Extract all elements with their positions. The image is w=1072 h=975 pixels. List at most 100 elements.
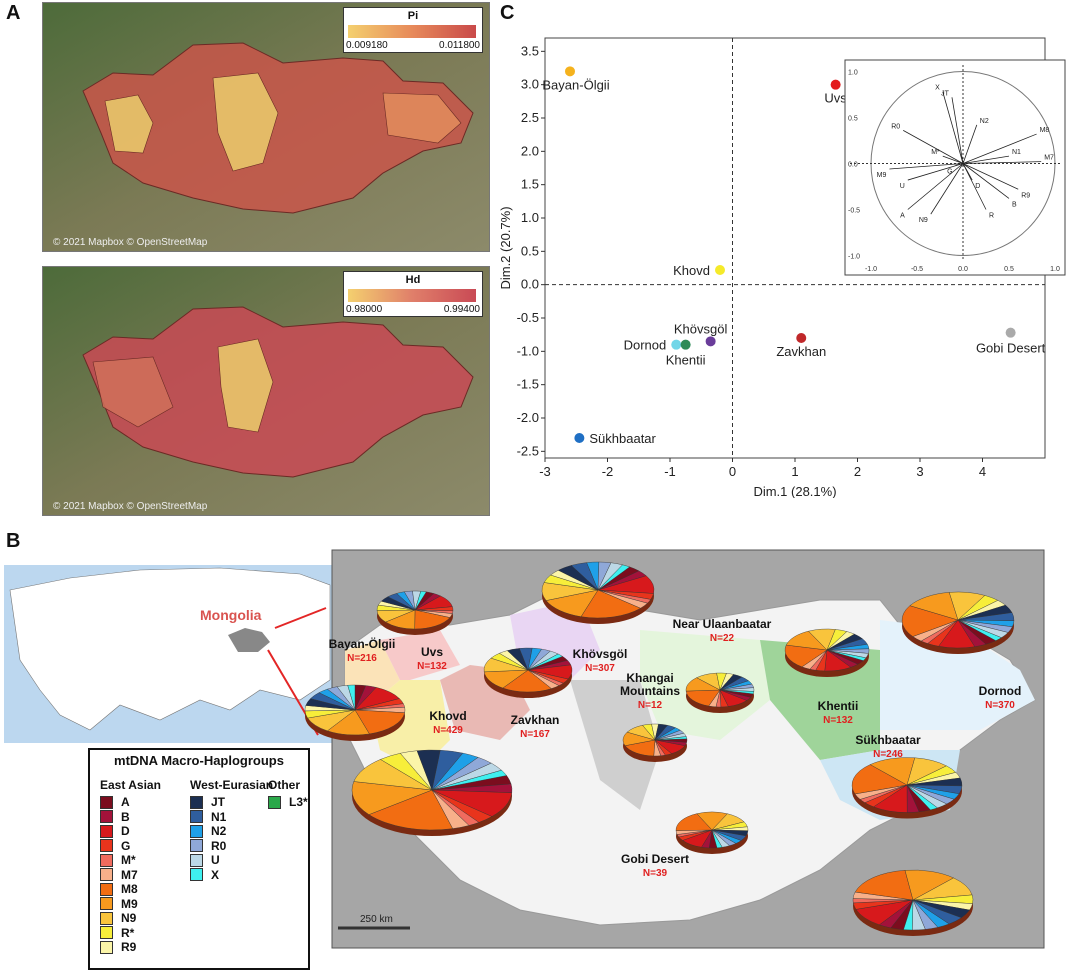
point-label: Zavkhan bbox=[776, 344, 826, 359]
loading-vector bbox=[889, 163, 964, 170]
pie-slice bbox=[502, 669, 552, 693]
x-tick-label: -3 bbox=[539, 464, 551, 479]
pie-khangai-mountains bbox=[622, 723, 688, 762]
low-region-west bbox=[104, 94, 154, 154]
color-swatch bbox=[100, 940, 113, 954]
y-axis-label: Dim.2 (20.7%) bbox=[500, 206, 513, 289]
pie-near-ulaanbaatar bbox=[685, 672, 755, 713]
x-tick-label: -2 bbox=[602, 464, 614, 479]
region-khangai bbox=[570, 680, 660, 810]
x-tick-label: 3 bbox=[916, 464, 923, 479]
pie-slice bbox=[826, 649, 867, 661]
pi-legend-max: 0.011800 bbox=[439, 40, 480, 51]
haplogroup-map-panel: Mongolia 250 km Bayan-Ölgii N=216 Uvs N=132… bbox=[0, 530, 1072, 975]
pca-plot: -3 -2 -1 0 1 2 3 4 -2.5 -2.0 -1.5 -1.0 -0.5 0.0 0.5 1.0… bbox=[498, 8, 1072, 499]
y-tick-label: -2.5 bbox=[517, 443, 539, 458]
pie-uvs bbox=[376, 590, 454, 635]
haplogroup-label: D bbox=[121, 824, 130, 839]
pie-slice bbox=[580, 589, 641, 619]
inset-y-tick: 1.0 bbox=[848, 70, 858, 77]
hd-legend-gradient bbox=[348, 289, 476, 302]
haplogroup-jt: JT bbox=[190, 795, 273, 810]
inset-x-tick: -1.0 bbox=[865, 266, 877, 273]
point-s-khbaatar bbox=[574, 433, 585, 443]
y-tick-label: 2.5 bbox=[521, 110, 539, 125]
pie-kh-vsg-l bbox=[541, 561, 655, 624]
color-swatch bbox=[100, 853, 113, 867]
pi-legend-min: 0.009180 bbox=[346, 40, 388, 51]
haplogroup-x: X bbox=[190, 868, 273, 883]
loading-vector bbox=[907, 163, 964, 210]
pie-bayan-lgii bbox=[304, 684, 406, 741]
point-uvs bbox=[830, 79, 841, 90]
region-name-label: Khovd bbox=[429, 709, 466, 723]
y-tick-label: -1.5 bbox=[517, 377, 539, 392]
haplogroup-label: L3* bbox=[289, 795, 308, 810]
mongolia-inset-shape bbox=[228, 628, 270, 652]
inset-x-tick: 1.0 bbox=[1050, 266, 1060, 273]
inset-y-tick: -1.0 bbox=[848, 254, 860, 261]
point-label: Dornod bbox=[624, 338, 667, 353]
scale-bar-label: 250 km bbox=[360, 914, 393, 925]
other-column: Other L3* bbox=[268, 778, 308, 810]
world-landmass bbox=[9, 567, 331, 731]
pie-gobi-desert bbox=[675, 811, 749, 854]
x-tick-label: 0 bbox=[729, 464, 736, 479]
loading-label: U bbox=[900, 183, 905, 190]
color-swatch bbox=[100, 868, 113, 882]
color-swatch bbox=[100, 795, 113, 809]
loading-vector bbox=[930, 163, 964, 215]
haplogroup-g: G bbox=[100, 839, 161, 854]
haplogroup-u: U bbox=[190, 853, 273, 868]
pie-zavkhan bbox=[483, 647, 573, 698]
point-zavkhan bbox=[796, 333, 807, 343]
haplogroup-label: R9 bbox=[121, 940, 137, 955]
haplogroup-label: R0 bbox=[211, 838, 227, 853]
inset-x-tick: 0.5 bbox=[1004, 266, 1014, 273]
region-sample-size: N=12 bbox=[638, 700, 663, 711]
hd-legend: Hd 0.98000 0.99400 bbox=[343, 271, 483, 317]
haplogroup-m7: M7 bbox=[100, 868, 161, 883]
point-dornod bbox=[671, 339, 682, 350]
loading-vector bbox=[907, 163, 964, 181]
point-label: Khövsgöl bbox=[674, 321, 728, 336]
haplogroup-map-svg: Mongolia 250 km Bayan-Ölgii N=216 Uvs N=132… bbox=[4, 549, 1045, 975]
pie-slice bbox=[904, 869, 955, 901]
pie-slice bbox=[351, 781, 433, 815]
color-swatch bbox=[100, 897, 113, 911]
loading-vector bbox=[962, 163, 987, 210]
y-tick-label: 3.5 bbox=[521, 43, 539, 58]
x-tick-label: 1 bbox=[791, 464, 798, 479]
loading-vector bbox=[962, 163, 1019, 190]
loading-label: X bbox=[935, 85, 940, 92]
region-sample-size: N=132 bbox=[823, 715, 853, 726]
region-name-label: Uvs bbox=[421, 645, 443, 659]
pie-slice bbox=[597, 564, 631, 591]
haplogroup-m9: M9 bbox=[100, 897, 161, 912]
haplogroup-n1: N1 bbox=[190, 810, 273, 825]
y-tick-label: 0.0 bbox=[521, 277, 539, 292]
color-swatch bbox=[100, 926, 113, 940]
mongolia-outline bbox=[82, 42, 474, 214]
color-swatch bbox=[190, 795, 203, 809]
west-eurasian-column: West-Eurasian JT N1 N2 R0 U X bbox=[190, 778, 273, 882]
haplogroup-l3-: L3* bbox=[268, 795, 308, 810]
pie-slice bbox=[654, 736, 688, 741]
region-name-label: Dornod bbox=[979, 684, 1022, 698]
haplogroup-n2: N2 bbox=[190, 824, 273, 839]
pi-legend-title: Pi bbox=[407, 10, 419, 22]
pca-plot-svg: -3 -2 -1 0 1 2 3 4 -2.5 -2.0 -1.5 -1.0 -0.5 0.0 0.5 1.0… bbox=[498, 37, 1066, 499]
region-name-label: Khangai bbox=[626, 671, 673, 685]
region-dornod bbox=[880, 620, 1035, 730]
loading-vector bbox=[951, 97, 964, 164]
x-tick-label: -1 bbox=[664, 464, 676, 479]
y-tick-label: -1.0 bbox=[517, 343, 539, 358]
pie-dornod bbox=[901, 591, 1015, 654]
pi-map: Pi 0.009180 0.011800 © 2021 Mapbox © Ope… bbox=[42, 2, 490, 252]
pie-slice bbox=[414, 609, 451, 630]
mongolia-inset-label: Mongolia bbox=[200, 607, 262, 623]
inset-y-tick: 0.0 bbox=[848, 162, 858, 169]
loading-vector bbox=[962, 155, 1010, 164]
haplogroup-b: B bbox=[100, 810, 161, 825]
loading-label: R9 bbox=[1021, 192, 1030, 199]
